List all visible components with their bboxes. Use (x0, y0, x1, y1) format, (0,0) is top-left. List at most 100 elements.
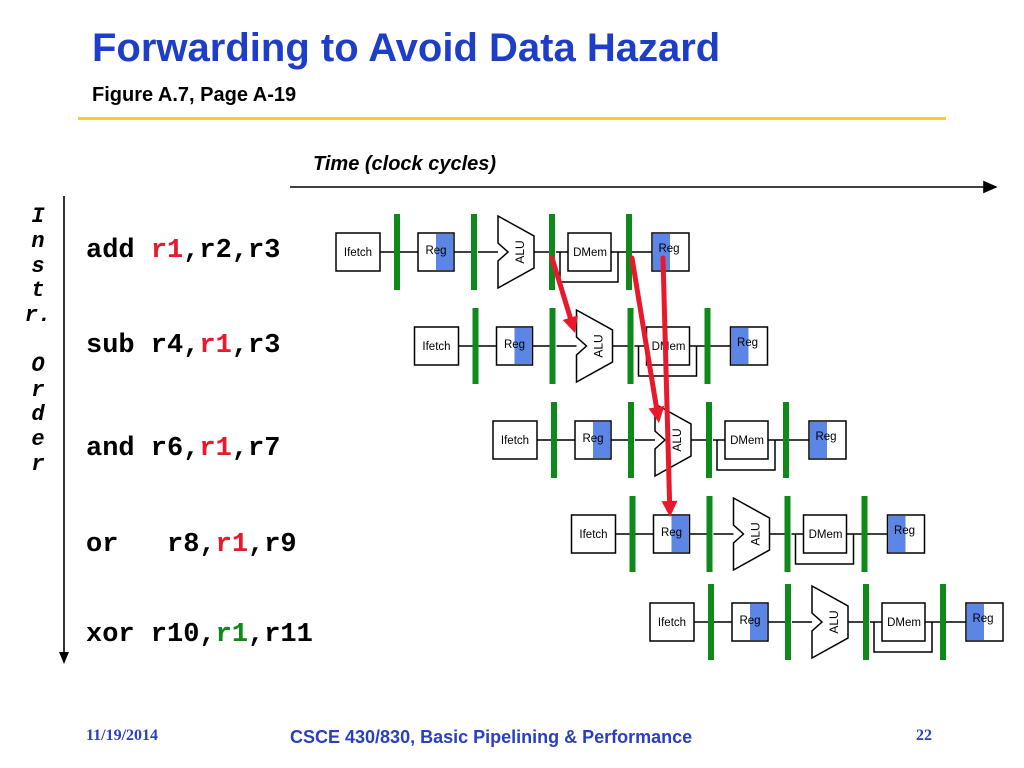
instruction-sub: sub r4,r1,r3 (86, 333, 280, 360)
pipeline-latch (706, 496, 713, 572)
hazard-register: r1 (215, 530, 249, 560)
hazard-register: r1 (199, 331, 232, 361)
ifetch-label: Ifetch (658, 617, 686, 629)
dmem-label: DMem (809, 529, 843, 541)
order-char: n (31, 228, 45, 254)
forwarding-arrow-shaft (660, 255, 673, 504)
reg-write-label: Reg (815, 431, 836, 443)
reg-read-label: Reg (582, 433, 603, 445)
opcode: or (86, 530, 119, 560)
reg-write-label: Reg (658, 243, 679, 255)
time-axis-label: Time (clock cycles) (313, 153, 497, 175)
forwarding-arrow-shaft (629, 255, 659, 410)
hazard-register: r1 (199, 434, 232, 464)
opcode: add (86, 236, 135, 266)
dmem-box (724, 420, 769, 460)
forwarding-arrow-shaft (549, 255, 573, 321)
forwarding-arrow (549, 255, 578, 333)
operand-suffix: ,r11 (248, 620, 313, 650)
order-char: t (31, 278, 45, 304)
footer-page-number: 22 (916, 727, 932, 744)
reg-write-label: Reg (737, 337, 758, 349)
reg-read-label: Reg (425, 245, 446, 257)
ifetch-label: Ifetch (501, 435, 529, 447)
opcode: sub (86, 331, 135, 361)
pipeline-latch (706, 402, 712, 478)
forwarding-arrows (549, 255, 678, 517)
ifetch-box (570, 514, 617, 554)
instruction-order-label: I n s t r. O r d e r (20, 204, 56, 478)
pipeline-latch (472, 308, 479, 384)
forwarded-register: r1 (215, 620, 249, 650)
dmem-label: DMem (652, 341, 686, 353)
order-char: I (31, 204, 45, 229)
alu-shape (811, 584, 849, 660)
pipeline-latch (708, 584, 714, 660)
title-divider (78, 117, 946, 120)
pipeline-latch (627, 308, 634, 384)
reg-write-shading (731, 328, 749, 364)
operand-suffix: ,r3 (231, 331, 281, 361)
reg-write-shading (810, 422, 827, 458)
order-char: e (31, 427, 45, 453)
pipeline-latch (549, 308, 556, 384)
ifetch-label: Ifetch (422, 341, 450, 353)
order-char: r. (24, 303, 52, 329)
slide-subtitle: Figure A.7, Page A-19 (92, 84, 297, 106)
reg-read-shading (436, 234, 453, 270)
reg-read-shading (671, 516, 689, 552)
dmem-box (802, 514, 848, 554)
operand-prefix: r6, (134, 434, 200, 464)
forwarding-arrowhead (562, 315, 578, 333)
alu-label: ALU (827, 610, 841, 633)
operand-prefix: r10, (134, 620, 216, 650)
reg-write-shading (653, 234, 670, 270)
order-char: O (31, 352, 45, 378)
pipeline-row: Ifetch Reg ALU DMem Reg (649, 584, 1004, 660)
forwarding-arrowhead (661, 500, 678, 517)
dmem-label: DMem (730, 435, 764, 447)
pipeline-latch (940, 584, 946, 660)
reg-write-shading (967, 604, 984, 640)
pipeline-latch (394, 214, 400, 290)
dmem-label: DMem (573, 247, 607, 259)
forwarding-arrow (660, 255, 678, 517)
alu-label: ALU (592, 334, 606, 357)
reg-read-shading (750, 604, 767, 640)
alu-shape (497, 214, 535, 290)
order-char: r (31, 377, 45, 403)
reg-read-label: Reg (504, 339, 525, 351)
pipeline-row: Ifetch Reg ALU DMem Reg (492, 402, 847, 478)
reg-write-label: Reg (894, 525, 915, 537)
pipeline-latch (628, 402, 634, 478)
footer-date: 11/19/2014 (86, 727, 159, 744)
alu-label: ALU (670, 428, 684, 451)
instruction-or: or r8,r1,r9 (86, 532, 297, 559)
pipeline-latch (549, 214, 555, 290)
opcode: xor (86, 620, 135, 650)
ifetch-box (413, 326, 460, 366)
operand-prefix: r8, (118, 530, 216, 560)
bypass-wire (873, 622, 933, 653)
bypass-wire (716, 440, 776, 471)
alu-shape (575, 308, 614, 384)
forwarding-arrow (629, 255, 665, 423)
bypass-wire (559, 252, 619, 283)
instruction-xor: xor r10,r1,r11 (86, 622, 313, 649)
reg-write-shading (888, 516, 906, 552)
dmem-label: DMem (887, 617, 921, 629)
alu-shape (732, 496, 771, 572)
instruction-add: add r1,r2,r3 (86, 238, 280, 265)
reg-read-shading (514, 328, 532, 364)
order-char: s (31, 253, 45, 279)
ifetch-label: Ifetch (579, 529, 607, 541)
reg-read-shading (593, 422, 610, 458)
alu-shape (654, 402, 692, 478)
pipeline-latch (784, 496, 791, 572)
operand-suffix: ,r2,r3 (183, 236, 281, 266)
alu-label: ALU (749, 522, 763, 545)
forwarding-arrowhead (648, 405, 665, 423)
ifetch-box (649, 602, 695, 642)
reg-read-label: Reg (661, 527, 682, 539)
